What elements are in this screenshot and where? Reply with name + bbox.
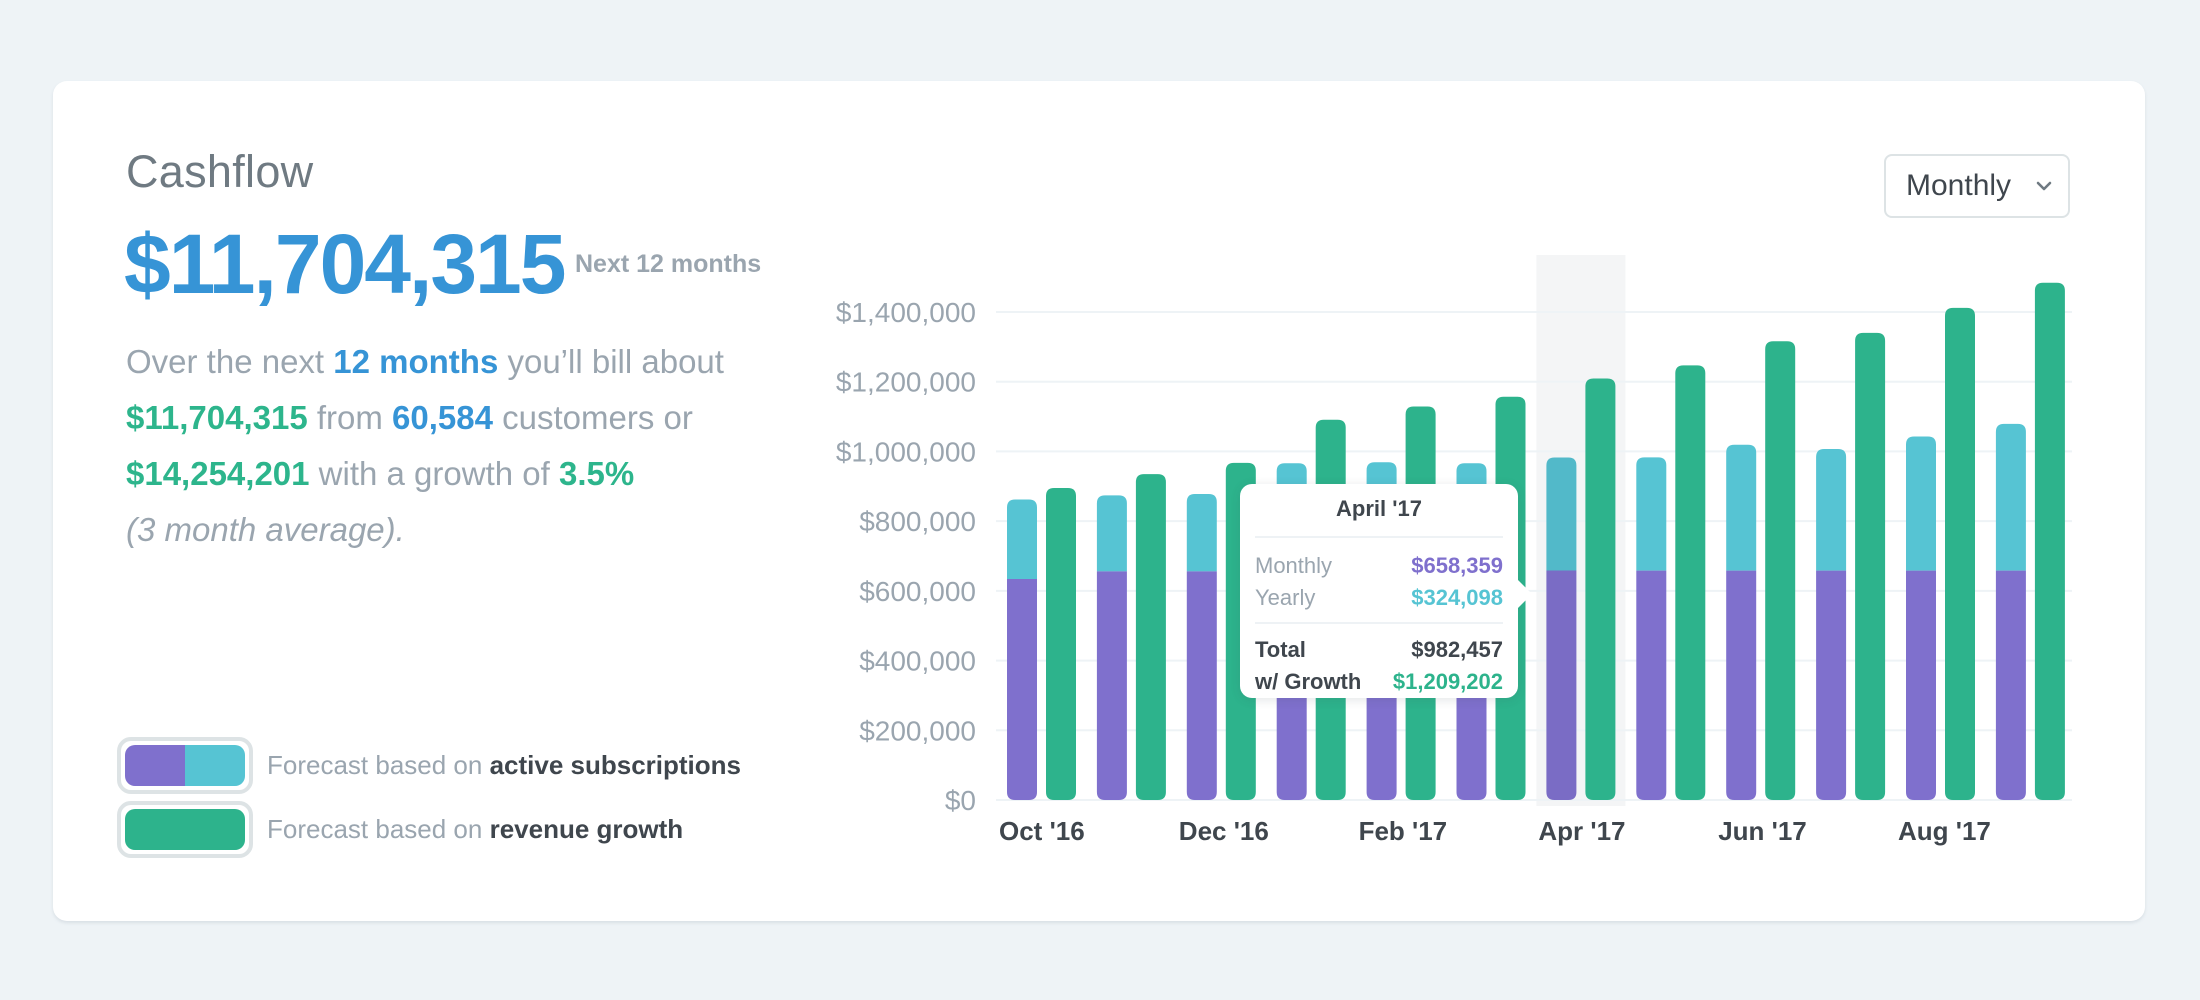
period-dropdown-value: Monthly — [1906, 169, 2012, 202]
bar-monthly[interactable] — [1726, 570, 1757, 800]
summary-customers: 60,584 — [392, 399, 493, 436]
bar-group[interactable] — [1816, 332, 1886, 800]
x-tick-label: Aug '17 — [1898, 816, 1991, 846]
swatch-monthly-color — [125, 745, 185, 786]
bar-growth[interactable] — [2034, 282, 2065, 801]
tooltip-total-label: Total — [1255, 637, 1306, 662]
tooltip-total-value: $982,457 — [1411, 637, 1503, 662]
chevron-down-icon — [2036, 181, 2052, 191]
y-tick-label: $400,000 — [859, 646, 976, 677]
tooltip-yearly-value: $324,098 — [1411, 585, 1503, 610]
legend-swatch-subscriptions — [117, 737, 253, 794]
summary-text: customers or — [492, 399, 693, 436]
tooltip-yearly-label: Yearly — [1255, 585, 1316, 610]
summary-text: with a growth of — [309, 455, 559, 492]
bar-growth[interactable] — [1855, 332, 1886, 800]
summary-text: from — [307, 399, 393, 436]
legend-swatch-growth — [117, 801, 253, 858]
legend-prefix: Forecast based on — [267, 750, 490, 780]
bar-yearly[interactable] — [1906, 436, 1936, 571]
bar-growth[interactable] — [1046, 488, 1076, 800]
legend-label: Forecast based on active subscriptions — [267, 750, 741, 781]
summary-billed-amount: $11,704,315 — [126, 399, 308, 436]
bar-group[interactable] — [1906, 307, 1975, 800]
legend-item-active-subscriptions[interactable]: Forecast based on active subscriptions — [117, 737, 741, 794]
tooltip-row-yearly: Yearly $324,098 — [1255, 582, 1503, 614]
bar-yearly[interactable] — [1096, 495, 1127, 572]
bar-yearly[interactable] — [1726, 444, 1757, 571]
summary-growth-rate: 3.5% — [558, 455, 635, 492]
legend-bold: revenue growth — [489, 814, 684, 844]
bar-monthly[interactable] — [1816, 570, 1847, 800]
bar-yearly[interactable] — [1546, 457, 1577, 571]
y-tick-label: $800,000 — [859, 506, 976, 537]
forecast-summary: Over the next 12 months you’ll bill abou… — [126, 334, 786, 558]
bar-monthly[interactable] — [1186, 571, 1217, 800]
forecast-total: $11,704,315 — [124, 217, 566, 311]
legend-label: Forecast based on revenue growth — [267, 814, 683, 845]
bar-growth[interactable] — [1675, 365, 1706, 800]
tooltip-growth-label: w/ Growth — [1255, 669, 1362, 694]
legend-item-revenue-growth[interactable]: Forecast based on revenue growth — [117, 801, 683, 858]
x-tick-label: Jun '17 — [1718, 816, 1807, 846]
tooltip-row-monthly: Monthly $658,359 — [1255, 550, 1503, 582]
x-tick-label: Feb '17 — [1359, 816, 1448, 846]
bar-monthly[interactable] — [1096, 571, 1127, 800]
bar-monthly[interactable] — [1546, 570, 1577, 800]
card-title: Cashflow — [126, 146, 314, 197]
chart-tooltip: April '17 Monthly $658,359 Yearly $324,0… — [1240, 484, 1532, 698]
bar-monthly[interactable] — [1636, 570, 1667, 800]
bar-yearly[interactable] — [1995, 423, 2026, 571]
tooltip-growth-value: $1,209,202 — [1392, 669, 1503, 694]
y-tick-label: $1,200,000 — [836, 367, 976, 398]
summary-note: (3 month average). — [126, 511, 405, 548]
summary-text: Over the next — [126, 343, 334, 380]
bar-yearly[interactable] — [1636, 457, 1667, 571]
bar-group[interactable] — [1096, 474, 1166, 800]
bar-monthly[interactable] — [1906, 570, 1936, 800]
bar-growth[interactable] — [1135, 474, 1166, 800]
y-tick-label: $200,000 — [859, 715, 976, 746]
period-dropdown[interactable]: Monthly — [1884, 154, 2070, 218]
bar-growth[interactable] — [1585, 378, 1616, 800]
bar-group[interactable] — [1995, 282, 2065, 801]
swatch-growth-color — [125, 809, 245, 850]
legend-bold: active subscriptions — [489, 750, 741, 780]
bar-yearly[interactable] — [1186, 493, 1217, 572]
legend-prefix: Forecast based on — [267, 814, 490, 844]
tooltip-monthly-label: Monthly — [1255, 553, 1333, 578]
tooltip-monthly-value: $658,359 — [1411, 553, 1503, 578]
bar-group[interactable] — [1007, 488, 1076, 800]
tooltip-title: April '17 — [1255, 496, 1503, 538]
y-tick-label: $0 — [945, 785, 976, 816]
y-tick-label: $600,000 — [859, 576, 976, 607]
x-tick-label: Oct '16 — [999, 816, 1085, 846]
bar-growth[interactable] — [1765, 341, 1796, 800]
bar-yearly[interactable] — [1007, 499, 1037, 580]
summary-growth-amount: $14,254,201 — [126, 455, 310, 492]
bar-group[interactable] — [1546, 378, 1616, 800]
bar-group[interactable] — [1636, 365, 1706, 800]
bar-monthly[interactable] — [1007, 579, 1037, 800]
bar-group[interactable] — [1726, 341, 1796, 800]
y-tick-label: $1,400,000 — [836, 297, 976, 328]
x-tick-label: Dec '16 — [1179, 816, 1269, 846]
summary-text: you’ll bill about — [498, 343, 724, 380]
y-tick-label: $1,000,000 — [836, 436, 976, 467]
bar-growth[interactable] — [1945, 307, 1975, 800]
swatch-yearly-color — [185, 745, 245, 786]
period-note: Next 12 months — [575, 250, 762, 278]
x-tick-label: Apr '17 — [1538, 816, 1625, 846]
bar-monthly[interactable] — [1995, 570, 2026, 800]
tooltip-row-total: Total $982,457 — [1255, 634, 1503, 666]
summary-months: 12 months — [333, 343, 499, 380]
tooltip-row-growth: w/ Growth $1,209,202 — [1255, 666, 1503, 698]
bar-yearly[interactable] — [1816, 448, 1847, 571]
